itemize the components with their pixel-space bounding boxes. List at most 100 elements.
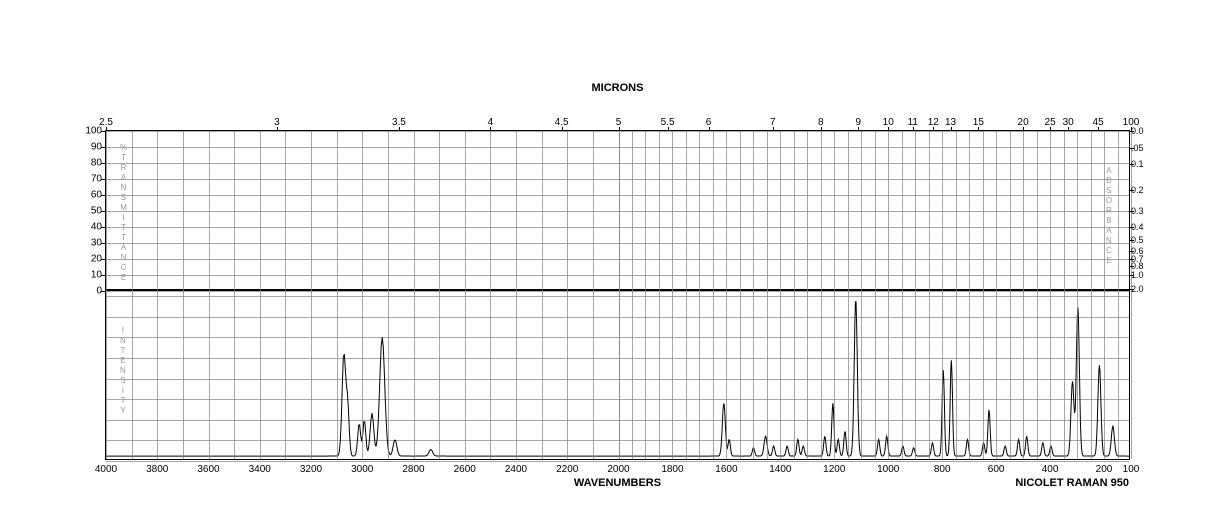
grid-v xyxy=(157,131,158,459)
grid-v xyxy=(490,131,491,459)
absorbance-tick xyxy=(1129,211,1134,212)
transmittance-tick xyxy=(101,259,106,260)
transmittance-tick xyxy=(101,243,106,244)
wavenumber-tick-label: 2200 xyxy=(556,464,578,475)
instrument-label: NICOLET RAMAN 950 xyxy=(1015,477,1129,489)
grid-v xyxy=(619,131,620,459)
microns-tick xyxy=(858,127,859,131)
grid-v xyxy=(740,131,741,459)
microns-tick xyxy=(978,127,979,131)
absorbance-tick-label: 2.0 xyxy=(1131,284,1155,294)
wavenumber-tick-label: 1200 xyxy=(823,464,845,475)
absorbance-tick xyxy=(1129,289,1134,290)
absorbance-tick xyxy=(1129,164,1134,165)
grid-v xyxy=(645,131,646,459)
transmittance-tick-label: 10 xyxy=(78,270,102,281)
absorbance-tick xyxy=(1129,131,1134,132)
grid-v xyxy=(902,131,903,459)
absorbance-tick-label: 0.2 xyxy=(1131,185,1155,195)
transmittance-tick xyxy=(101,131,106,132)
grid-v xyxy=(821,131,822,459)
wavenumber-tick-label: 400 xyxy=(1042,464,1059,475)
microns-tick xyxy=(951,127,952,131)
absorbance-tick xyxy=(1129,227,1134,228)
grid-v xyxy=(956,131,957,459)
grid-v xyxy=(929,131,930,459)
grid-v xyxy=(285,131,286,459)
grid-v xyxy=(439,131,440,459)
transmittance-tick-label: 30 xyxy=(78,238,102,249)
microns-tick xyxy=(821,127,822,131)
grid-v xyxy=(1064,131,1065,459)
grid-v xyxy=(915,131,916,459)
grid-v xyxy=(1104,131,1105,459)
transmittance-tick-label: 50 xyxy=(78,206,102,217)
grid-v xyxy=(183,131,184,459)
wavenumber-tick-label: 2000 xyxy=(607,464,629,475)
grid-v xyxy=(861,131,862,459)
grid-v xyxy=(780,131,781,459)
transmittance-tick xyxy=(101,211,106,212)
grid-v xyxy=(834,131,835,459)
grid-v xyxy=(593,131,594,459)
microns-tick xyxy=(933,127,934,131)
wavenumber-tick-label: 1600 xyxy=(715,464,737,475)
absorbance-tick xyxy=(1129,266,1134,267)
grid-v xyxy=(1050,131,1051,459)
microns-tick xyxy=(1068,127,1069,131)
absorbance-tick-label: 0.4 xyxy=(1131,222,1155,232)
grid-v xyxy=(983,131,984,459)
grid-v xyxy=(106,131,107,459)
microns-tick xyxy=(399,127,400,131)
grid-v xyxy=(875,131,876,459)
grid-h xyxy=(106,461,1129,462)
wavenumber-tick-label: 600 xyxy=(988,464,1005,475)
wavenumber-tick-label: 3000 xyxy=(351,464,373,475)
plot-area: %TRANSMITTANCE ABSORBANCE INTENSITY 2.53… xyxy=(105,130,1130,460)
grid-v xyxy=(388,131,389,459)
absorbance-tick xyxy=(1129,190,1134,191)
transmittance-tick-label: 80 xyxy=(78,158,102,169)
microns-tick xyxy=(709,127,710,131)
grid-v xyxy=(699,131,700,459)
microns-tick xyxy=(1050,127,1051,131)
grid-v xyxy=(969,131,970,459)
grid-v xyxy=(1010,131,1011,459)
grid-v xyxy=(1077,131,1078,459)
microns-tick xyxy=(913,127,914,131)
grid-v xyxy=(632,131,633,459)
absorbance-axis-label: ABSORBANCE xyxy=(1106,166,1113,266)
microns-tick xyxy=(888,127,889,131)
absorbance-tick xyxy=(1129,240,1134,241)
absorbance-tick-label: 0.3 xyxy=(1131,206,1155,216)
absorbance-tick xyxy=(1129,251,1134,252)
grid-v xyxy=(311,131,312,459)
grid-v xyxy=(209,131,210,459)
transmittance-tick-label: 0 xyxy=(78,286,102,297)
microns-tick xyxy=(1098,127,1099,131)
absorbance-tick-label: 1.0 xyxy=(1131,270,1155,280)
microns-tick xyxy=(668,127,669,131)
wavenumber-tick-label: 200 xyxy=(1096,464,1113,475)
grid-v xyxy=(767,131,768,459)
wavenumber-tick-label: 800 xyxy=(934,464,951,475)
wavenumber-tick-label: 3400 xyxy=(249,464,271,475)
grid-v xyxy=(234,131,235,459)
transmittance-tick xyxy=(101,163,106,164)
grid-v xyxy=(726,131,727,459)
grid-v xyxy=(1023,131,1024,459)
transmittance-tick xyxy=(101,275,106,276)
grid-v xyxy=(465,131,466,459)
grid-v xyxy=(807,131,808,459)
wavenumber-tick-label: 1000 xyxy=(877,464,899,475)
wavenumber-tick-label: 2600 xyxy=(454,464,476,475)
transmittance-axis-label: %TRANSMITTANCE xyxy=(120,143,128,283)
spectrum-chart: MICRONS %TRANSMITTANCE ABSORBANCE INTENS… xyxy=(105,110,1130,460)
transmittance-tick-label: 100 xyxy=(78,126,102,137)
grid-v xyxy=(1131,131,1132,459)
transmittance-tick xyxy=(101,291,106,292)
transmittance-tick-label: 20 xyxy=(78,254,102,265)
absorbance-tick xyxy=(1129,275,1134,276)
microns-tick xyxy=(562,127,563,131)
absorbance-tick-label: 0.1 xyxy=(1131,159,1155,169)
